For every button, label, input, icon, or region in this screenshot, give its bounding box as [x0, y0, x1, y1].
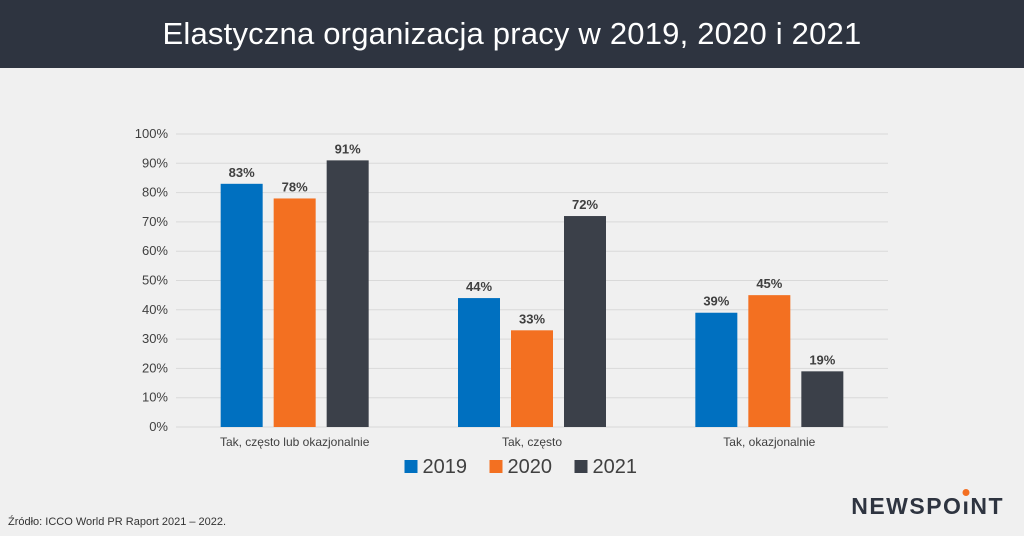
x-category-label: Tak, często: [502, 435, 562, 449]
y-tick-label: 20%: [142, 360, 168, 375]
bar-2020: [273, 198, 316, 427]
bar-2021: [326, 160, 369, 427]
data-label: 45%: [756, 276, 782, 291]
data-label: 91%: [335, 141, 361, 156]
y-tick-label: 60%: [142, 243, 168, 258]
y-tick-label: 80%: [142, 185, 168, 200]
data-label: 72%: [572, 197, 598, 212]
bar-2021: [564, 216, 606, 427]
legend-swatch: [489, 460, 503, 473]
bar-2020: [511, 330, 553, 427]
logo-text-end: NT: [970, 493, 1004, 519]
x-category-label: Tak, okazjonalnie: [723, 435, 815, 449]
bar-chart: 0% 10% 20% 30% 40% 50% 60% 70% 80% 90% 100% 83% 78% 9…: [135, 126, 888, 478]
bar-2020: [748, 295, 791, 427]
y-tick-label: 10%: [142, 390, 168, 405]
data-label: 19%: [809, 352, 835, 367]
y-tick-label: 70%: [142, 214, 168, 229]
chart-title: Elastyczna organizacja pracy w 2019, 202…: [0, 0, 1024, 68]
bar-2019: [695, 312, 738, 427]
legend-swatch: [404, 460, 418, 473]
logo-text-i: ı: [962, 493, 971, 519]
source-note: Źródło: ICCO World PR Raport 2021 – 2022…: [8, 516, 227, 528]
y-tick-label: 40%: [142, 302, 168, 317]
legend-swatch: [574, 460, 588, 473]
y-tick-label: 50%: [142, 273, 168, 288]
x-category-label: Tak, często lub okazjonalnie: [220, 435, 370, 449]
legend-label: 2021: [593, 456, 638, 478]
legend-label: 2020: [508, 456, 553, 478]
data-label: 44%: [466, 279, 492, 294]
y-tick-label: 0%: [149, 419, 168, 434]
bar-2019: [458, 298, 500, 427]
y-tick-label: 90%: [142, 155, 168, 170]
data-label: 39%: [703, 294, 729, 309]
legend-label: 2019: [423, 456, 468, 478]
y-tick-label: 30%: [142, 331, 168, 346]
newspoint-logo: NEWSPO ı NT: [851, 493, 1004, 520]
data-label: 33%: [519, 311, 545, 326]
y-tick-label: 100%: [135, 126, 169, 141]
logo-text-start: NEWSPO: [851, 493, 963, 519]
data-label: 78%: [282, 179, 308, 194]
bar-2019: [220, 183, 263, 427]
data-label: 83%: [229, 165, 255, 180]
bar-2021: [801, 371, 844, 427]
